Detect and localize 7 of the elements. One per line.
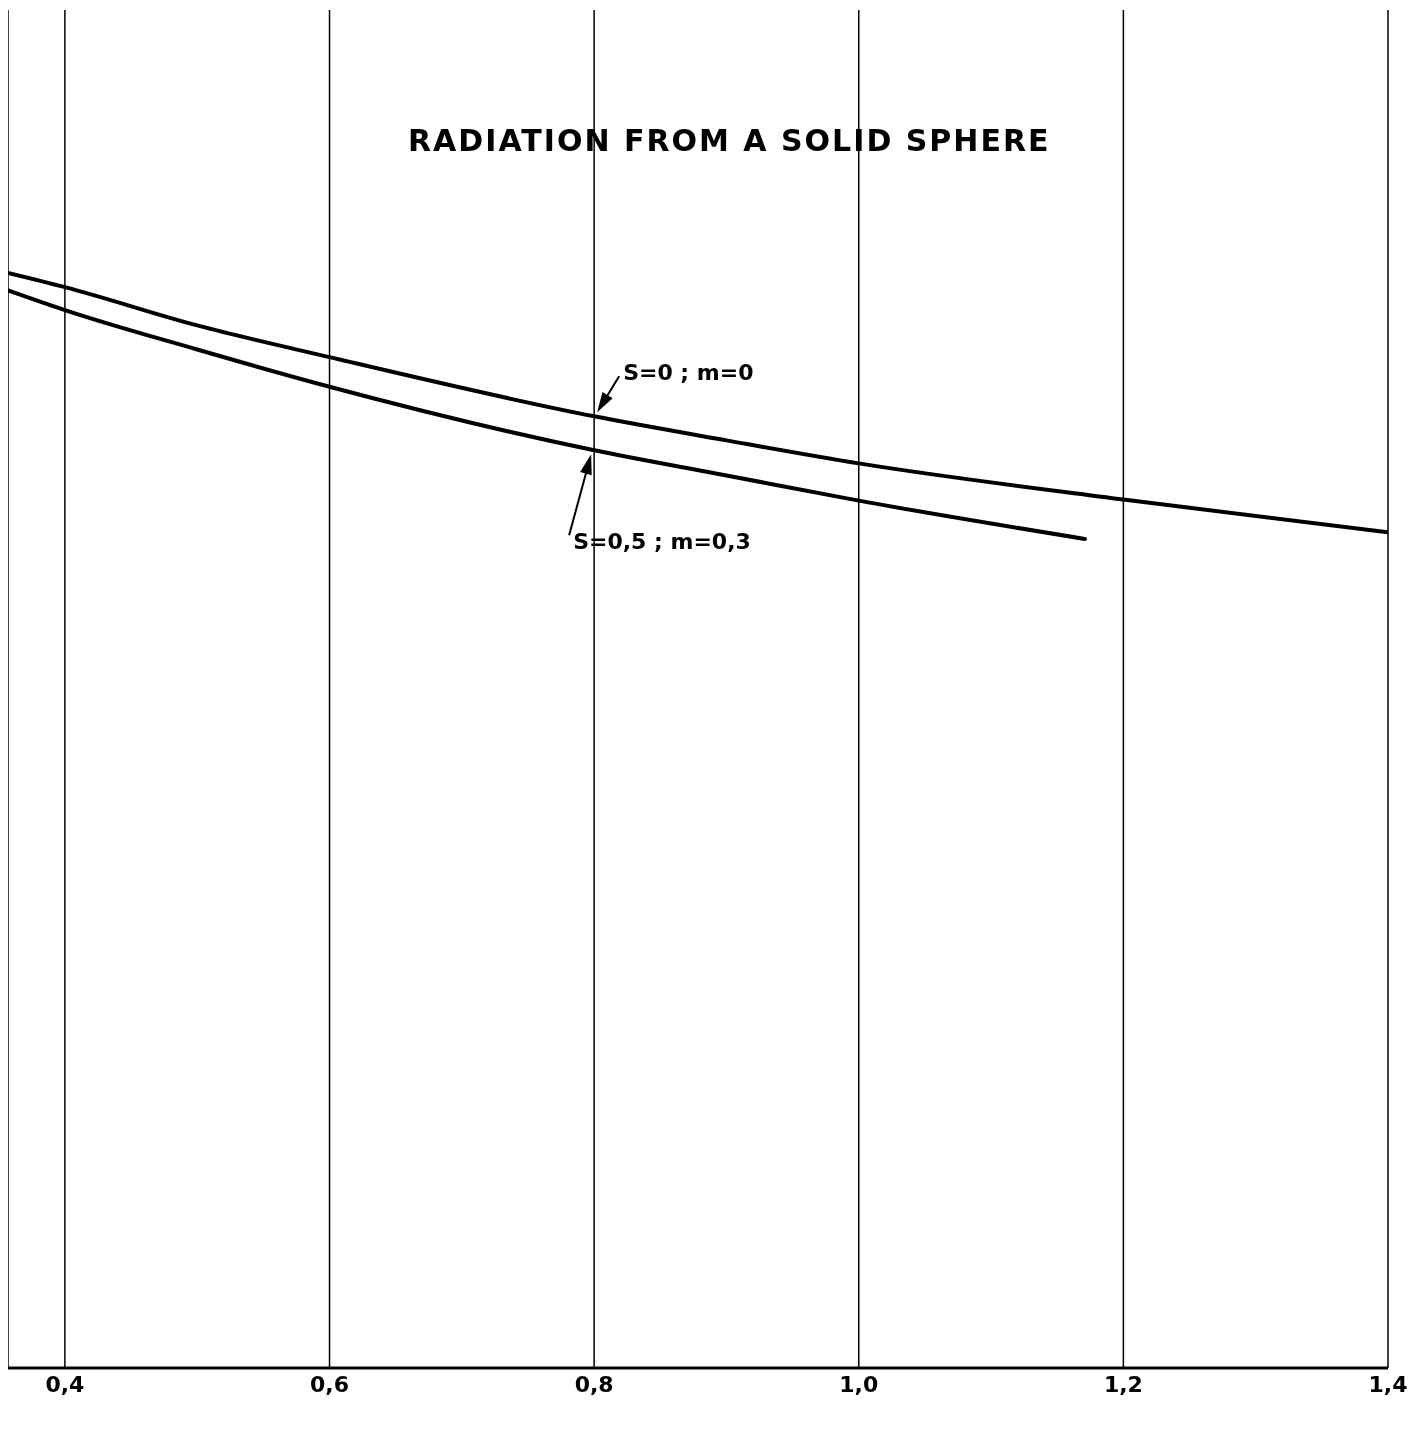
x-tick-label: 1,4 bbox=[1368, 1371, 1408, 1397]
x-tick-label: 1,0 bbox=[839, 1371, 879, 1397]
x-tick-label: 0,4 bbox=[45, 1371, 85, 1397]
series-label: S=0 ; m=0 bbox=[623, 360, 754, 386]
x-tick-label: 0,6 bbox=[310, 1371, 350, 1397]
x-tick-label: 1,2 bbox=[1103, 1371, 1143, 1397]
x-tick-label: 0,8 bbox=[574, 1371, 614, 1397]
